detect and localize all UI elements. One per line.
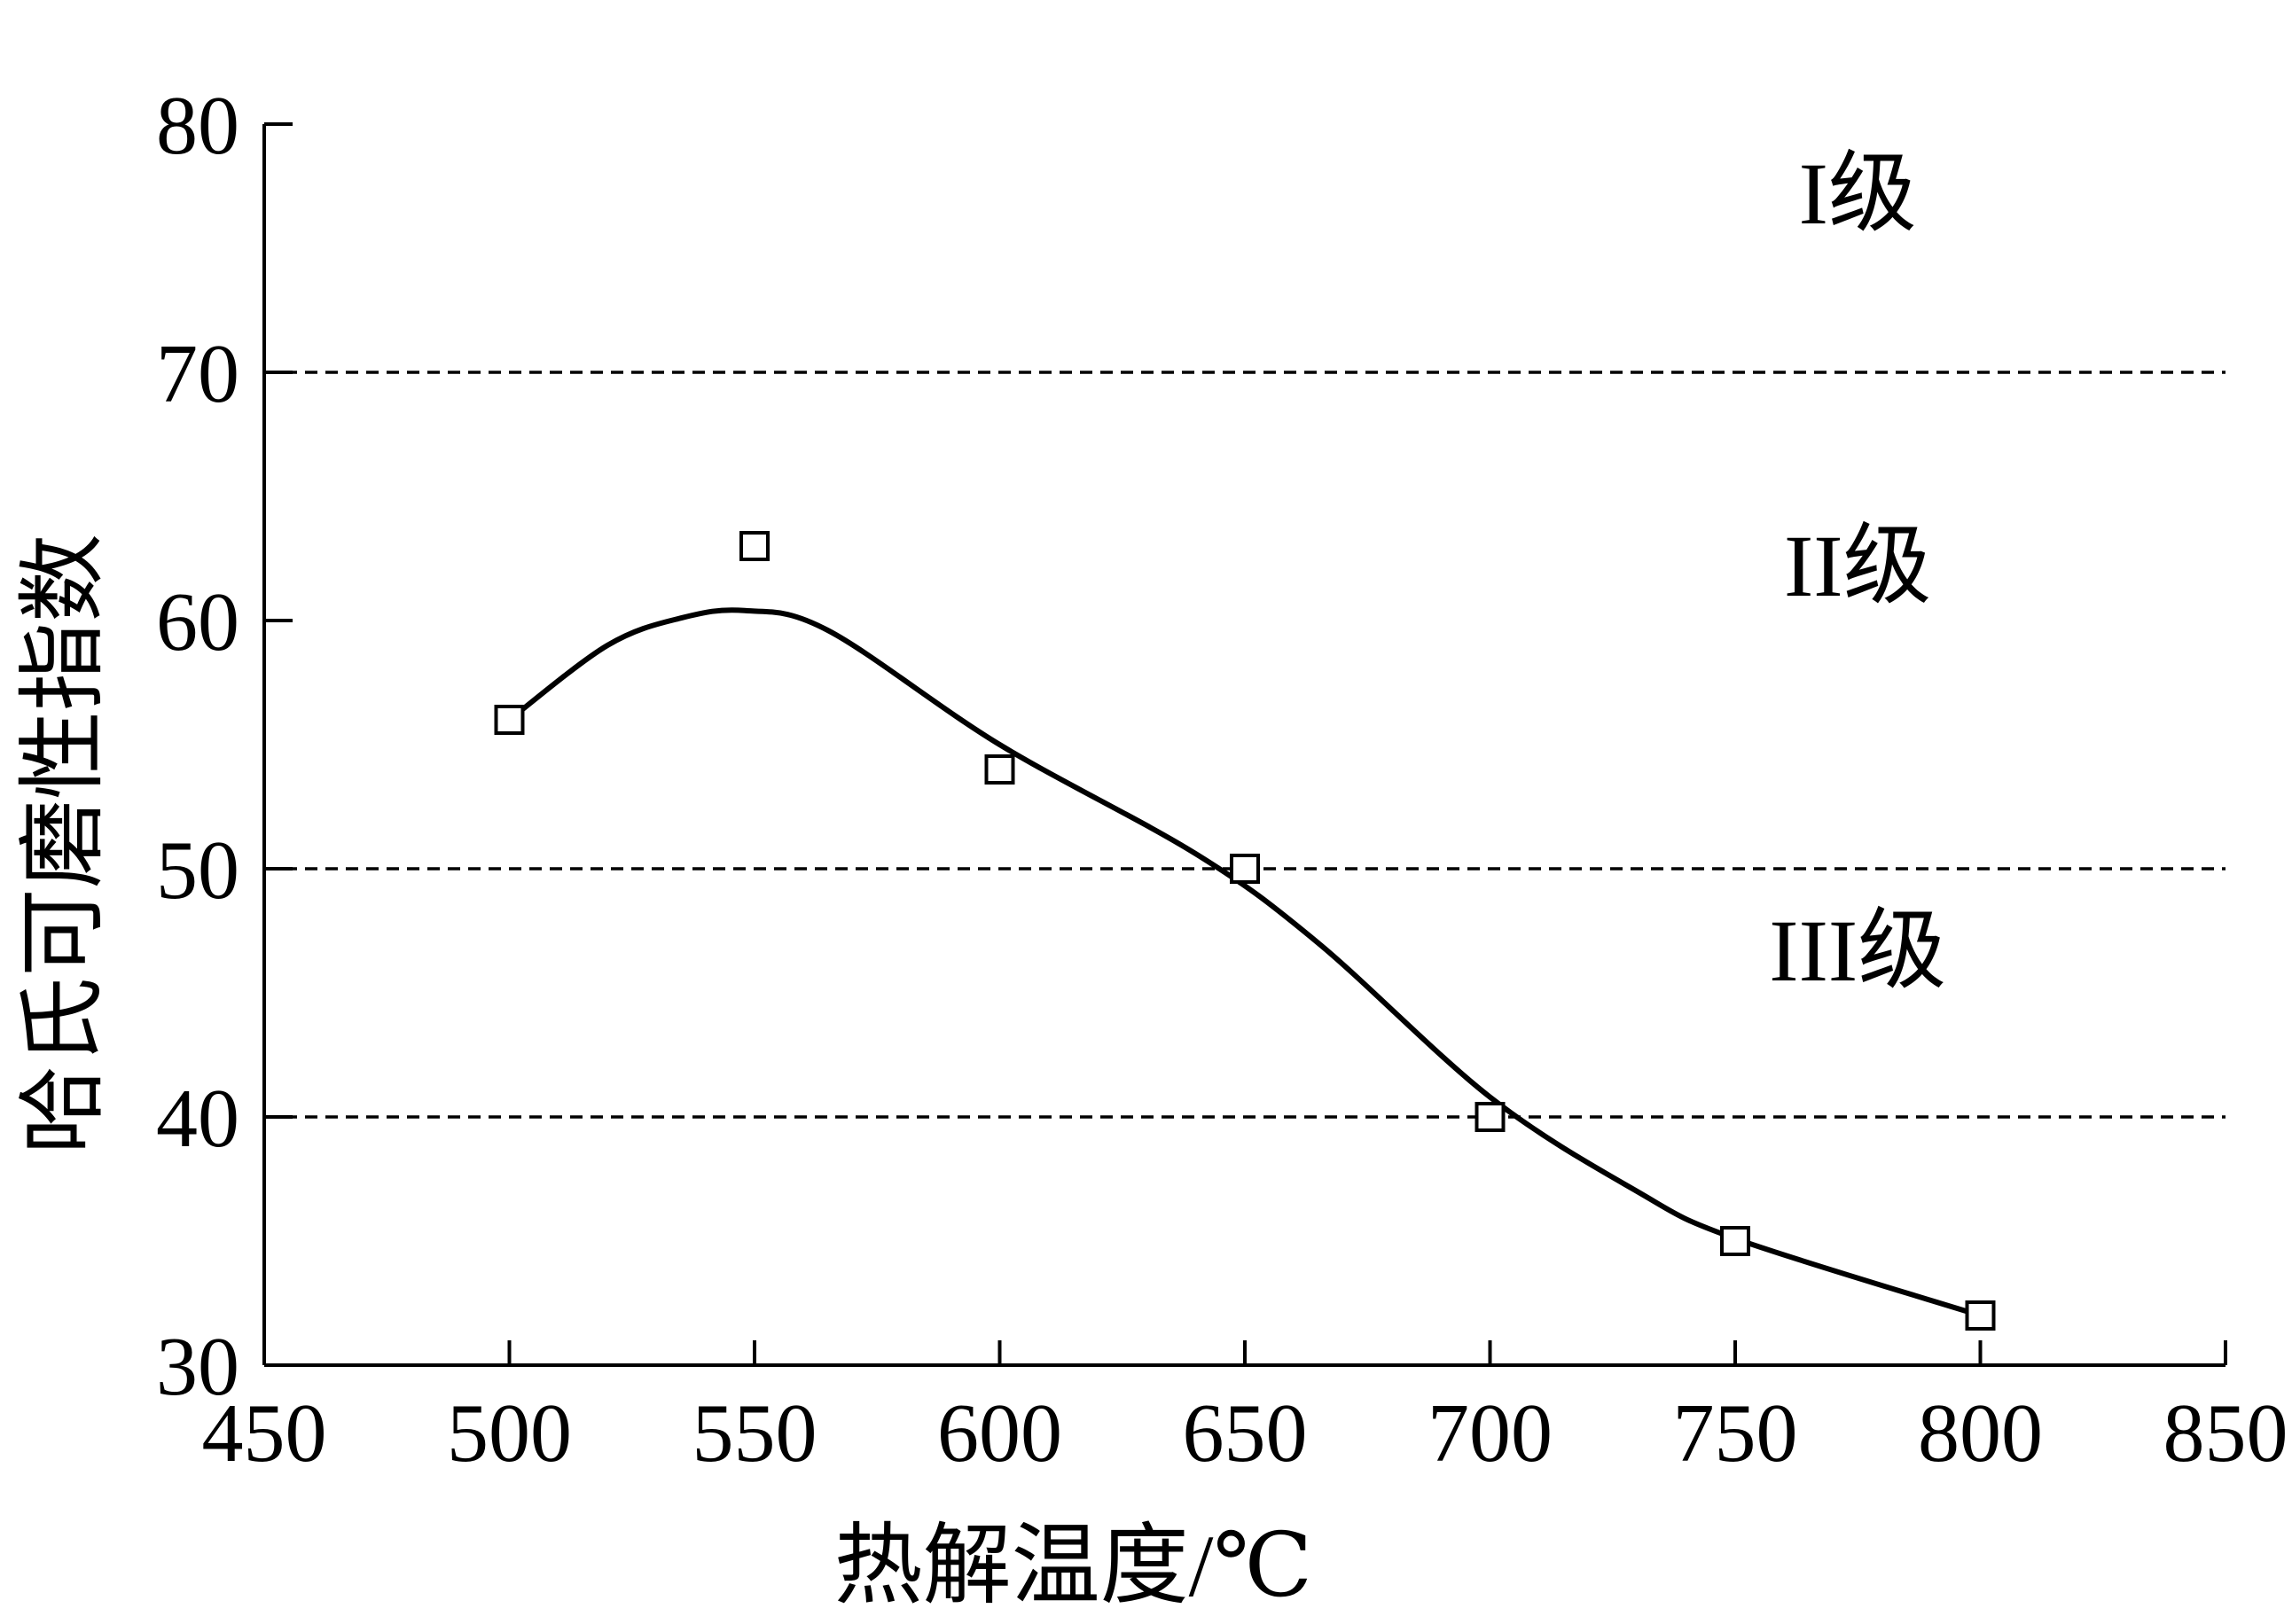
zone-label: III级 xyxy=(1769,902,1946,1000)
x-tick-label: 500 xyxy=(447,1387,572,1480)
x-tick-label: 850 xyxy=(2163,1387,2288,1480)
data-point xyxy=(739,531,770,561)
y-tick-label: 40 xyxy=(156,1073,239,1165)
y-tick-label: 60 xyxy=(156,576,239,668)
data-point xyxy=(494,705,525,735)
data-point xyxy=(1720,1226,1750,1256)
axes xyxy=(262,122,2227,1367)
zone-label: I级 xyxy=(1799,144,1917,243)
fit-curve-layer xyxy=(507,607,1982,1318)
x-tick-label: 600 xyxy=(937,1387,1062,1480)
data-point xyxy=(1475,1102,1506,1132)
y-tick-label: 80 xyxy=(156,80,239,172)
y-tick-label: 50 xyxy=(156,824,239,917)
data-points xyxy=(494,531,1996,1331)
x-tick-label: 550 xyxy=(692,1387,817,1480)
x-axis-title: 热解温度/℃ xyxy=(834,1517,1313,1615)
reference-lines xyxy=(264,371,2226,1119)
y-tick-label: 70 xyxy=(156,328,239,420)
x-tick-label: 450 xyxy=(202,1387,327,1480)
y-axis-title: 哈氏可磨性指数 xyxy=(14,534,113,1154)
data-point xyxy=(1230,854,1260,884)
y-tick-label: 30 xyxy=(156,1321,239,1413)
x-tick-label: 800 xyxy=(1918,1387,2043,1480)
x-tick-label: 650 xyxy=(1183,1387,1308,1480)
data-point xyxy=(984,754,1015,785)
x-tick-label: 750 xyxy=(1673,1387,1798,1480)
x-tick-label: 700 xyxy=(1428,1387,1553,1480)
fit-curve xyxy=(507,607,1982,1318)
labels: 450 500 550 600 650 700 750 800 850 30 40 50 60 70 80 I… xyxy=(14,80,2288,1615)
zone-label: II级 xyxy=(1784,517,1932,615)
data-point xyxy=(1965,1300,1996,1331)
